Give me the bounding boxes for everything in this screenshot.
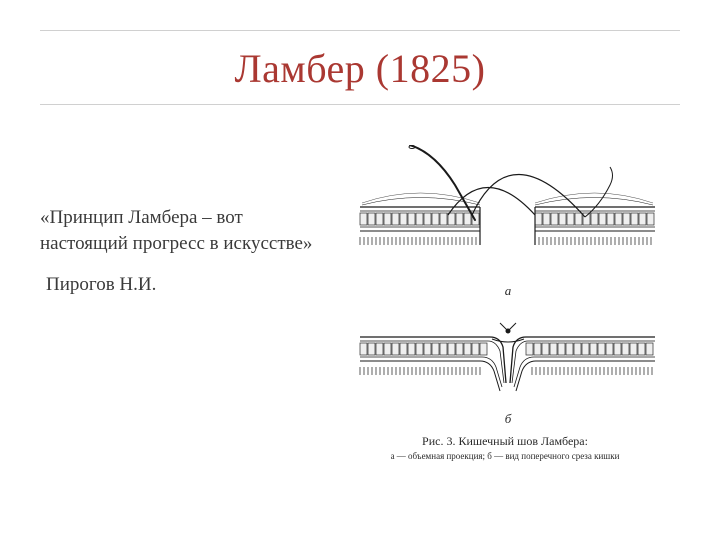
text-column: «Принцип Ламбера – вот настоящий прогрес… [40, 145, 320, 475]
author-text: Пирогов Н.И. [40, 274, 320, 296]
figure-column: а [330, 145, 680, 475]
panel-b-label: б [505, 411, 512, 426]
panel-b [360, 323, 655, 391]
content-row: «Принцип Ламбера – вот настоящий прогрес… [40, 145, 680, 475]
bottom-rule [40, 104, 680, 105]
slide-title: Ламбер (1825) [40, 45, 680, 92]
figure-caption-sub: а — объемная проекция; б — вид поперечно… [391, 451, 620, 461]
suture-diagram: а [340, 145, 670, 475]
figure-caption-main: Рис. 3. Кишечный шов Ламбера: [422, 434, 588, 448]
panel-a [360, 145, 655, 245]
quote-text: «Принцип Ламбера – вот настоящий прогрес… [40, 205, 320, 256]
panel-a-label: а [505, 283, 512, 298]
top-rule [40, 30, 680, 31]
